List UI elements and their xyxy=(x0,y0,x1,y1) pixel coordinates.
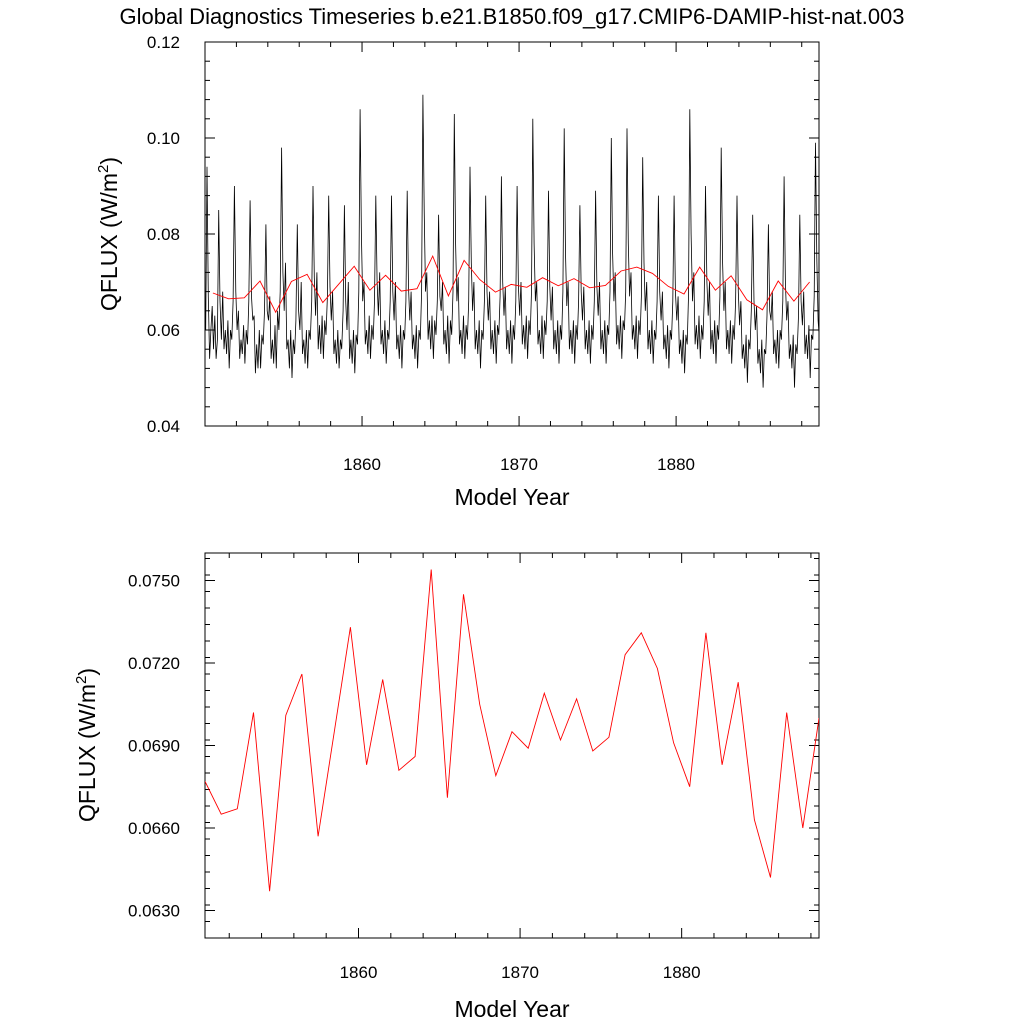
y-tick-label: 0.0690 xyxy=(128,737,180,756)
panel-2: 1860 1870 1880 0.0630 0.0660 0.0690 0.0720 0.07… xyxy=(73,552,820,1022)
y-tick-label: 0.04 xyxy=(147,417,180,436)
x-axis-label: Model Year xyxy=(454,996,569,1022)
chart-title: Global Diagnostics Timeseries b.e21.B185… xyxy=(119,4,904,29)
plot-frame xyxy=(204,552,820,939)
y-axis-label: QFLUX (W/m2) xyxy=(95,157,122,311)
y-tick-label: 0.0750 xyxy=(128,572,180,591)
monthly-series-line xyxy=(205,94,819,388)
x-tick-label: 1870 xyxy=(501,963,539,982)
y-tick-label: 0.0630 xyxy=(128,902,180,921)
x-tick-label: 1880 xyxy=(657,455,695,474)
y-tick-label: 0.06 xyxy=(147,321,180,340)
y-tick-label: 0.0660 xyxy=(128,819,180,838)
panel-1: 1860 1870 1880 0.04 0.06 0.08 0.10 0.12 Model Ye… xyxy=(95,33,820,510)
y-tick-label: 0.0720 xyxy=(128,654,180,673)
x-tick-label: 1860 xyxy=(343,455,381,474)
y-tick-label: 0.08 xyxy=(147,225,180,244)
annual-series-line xyxy=(212,254,810,314)
x-tick-label: 1860 xyxy=(340,963,378,982)
x-tick-label: 1880 xyxy=(663,963,701,982)
x-tick-label: 1870 xyxy=(500,455,538,474)
y-tick-label: 0.12 xyxy=(147,33,180,52)
annual-series-line xyxy=(205,569,819,892)
x-axis-label: Model Year xyxy=(454,484,569,510)
y-tick-label: 0.10 xyxy=(147,129,180,148)
y-axis-label: QFLUX (W/m2) xyxy=(73,668,100,822)
